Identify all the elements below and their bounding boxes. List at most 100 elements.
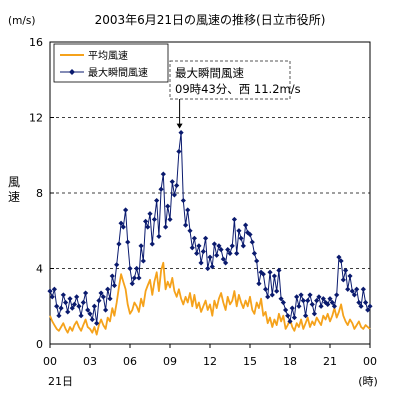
annotation-arrowhead xyxy=(176,123,183,129)
gust-point xyxy=(109,273,115,279)
legend: 平均風速 最大瞬間風速 xyxy=(53,43,169,83)
x-tick-label: 21 xyxy=(323,355,337,368)
gust-point xyxy=(154,197,160,204)
gust-point xyxy=(196,243,202,249)
x-tick-label: 18 xyxy=(283,355,297,368)
gust-point xyxy=(331,303,337,309)
annotation-text: 09時43分、西 11.2m/s xyxy=(175,82,301,96)
gust-point xyxy=(116,241,122,247)
gust-point xyxy=(127,265,133,272)
gust-point xyxy=(311,311,317,317)
gust-point xyxy=(358,303,364,309)
gust-point xyxy=(296,303,302,309)
gust-point xyxy=(180,197,186,204)
gust-point xyxy=(318,303,324,309)
y-unit-label: (m/s) xyxy=(8,15,35,27)
y-tick-label: 12 xyxy=(29,112,43,125)
gust-point xyxy=(225,247,231,253)
gust-point xyxy=(89,316,95,323)
gust-point xyxy=(251,250,257,256)
gust-point xyxy=(367,303,373,309)
gust-point xyxy=(243,222,249,228)
gust-point xyxy=(294,294,300,300)
gust-point xyxy=(340,277,346,283)
gust-point xyxy=(147,211,153,217)
gust-point xyxy=(87,311,93,317)
gust-point xyxy=(356,299,362,306)
series-line-0 xyxy=(49,261,371,336)
gust-point xyxy=(354,286,360,292)
gust-point xyxy=(198,260,204,266)
gust-point xyxy=(274,288,280,294)
gust-point xyxy=(49,294,55,300)
gust-point xyxy=(231,216,237,223)
gust-point xyxy=(314,297,320,304)
gust-point xyxy=(178,130,184,136)
gust-point xyxy=(300,297,306,304)
gust-point xyxy=(138,243,144,249)
y-tick-label: 16 xyxy=(29,36,43,49)
gust-point xyxy=(307,292,313,298)
x-tick-label: 00 xyxy=(43,355,57,368)
gust-point xyxy=(143,218,149,224)
gust-point xyxy=(345,286,351,292)
gust-point xyxy=(249,239,255,245)
chart-title: 2003年6月21日の風速の推移(日立市役所) xyxy=(95,12,326,27)
gust-point xyxy=(267,269,273,275)
gust-point xyxy=(325,301,331,307)
gust-point xyxy=(163,224,169,230)
gust-point xyxy=(65,309,71,315)
gust-point xyxy=(71,301,77,307)
gust-point xyxy=(216,243,222,249)
gust-point xyxy=(131,275,137,281)
x-unit-label: (時) xyxy=(358,375,378,388)
gust-point xyxy=(145,224,151,230)
gust-point xyxy=(136,275,142,281)
gust-point xyxy=(183,222,189,228)
gust-point xyxy=(96,297,102,304)
gust-point xyxy=(278,296,284,302)
gust-point xyxy=(140,258,146,264)
gust-point xyxy=(254,258,260,264)
x-tick-label: 03 xyxy=(83,355,97,368)
x-tick-label: 12 xyxy=(203,355,217,368)
gust-point xyxy=(160,171,166,177)
gust-point xyxy=(234,250,240,256)
gust-point xyxy=(276,267,282,273)
gust-point xyxy=(238,235,244,241)
gridlines xyxy=(50,117,370,269)
gust-point xyxy=(320,296,326,302)
gust-point xyxy=(207,254,213,260)
gust-point xyxy=(187,228,193,234)
gust-point xyxy=(363,299,369,306)
gust-point xyxy=(194,250,200,256)
gust-point xyxy=(94,320,100,326)
gust-point xyxy=(74,294,80,300)
gust-point xyxy=(305,297,311,304)
gust-point xyxy=(200,248,206,255)
x-axis-ticks: 00 03 06 09 12 15 18 21 00 xyxy=(43,344,377,368)
gust-point xyxy=(176,148,182,155)
gust-point xyxy=(111,282,117,289)
gust-point xyxy=(287,318,293,324)
gust-point xyxy=(323,299,329,306)
gust-point xyxy=(156,233,162,240)
gust-point xyxy=(100,294,106,300)
gust-point xyxy=(360,286,366,292)
gust-point xyxy=(118,220,124,226)
gust-point xyxy=(291,314,297,321)
gust-point xyxy=(114,262,120,268)
gust-point xyxy=(63,299,69,306)
gust-point xyxy=(103,307,109,313)
series-layer xyxy=(47,130,373,336)
annotation-box xyxy=(169,60,291,100)
legend-box xyxy=(53,43,169,83)
gust-point xyxy=(80,299,86,306)
x-tick-label: 00 xyxy=(363,355,377,368)
gust-point xyxy=(298,292,304,298)
y-axis-label-2: 速 xyxy=(8,190,20,204)
gust-point xyxy=(209,264,215,270)
gust-point xyxy=(247,231,253,238)
gust-point xyxy=(236,228,242,234)
